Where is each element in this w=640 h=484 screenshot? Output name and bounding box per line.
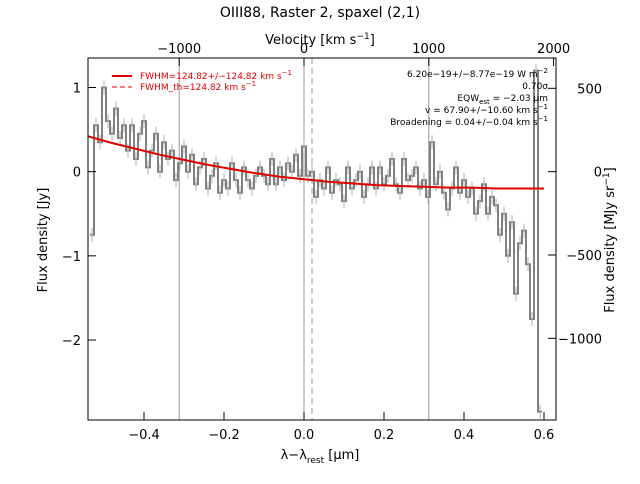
x-axis-label: λ−λrest [μm] xyxy=(281,448,360,466)
y-right-tick-label: −500 xyxy=(566,249,602,264)
top-tick-label: 1000 xyxy=(412,42,445,57)
x-tick-label: 0.0 xyxy=(294,428,315,443)
annotation-velocity: v = 67.90+/−10.60 km s−1 xyxy=(425,103,548,116)
y-left-tick-label: −2 xyxy=(62,334,81,349)
top-tick-label: 2000 xyxy=(537,42,570,57)
top-tick-label: −1000 xyxy=(157,42,201,57)
y-right-tick-label: 500 xyxy=(577,82,602,97)
y-right-tick-label: 0 xyxy=(594,166,602,181)
annotation-eqw: EQWest = −2.03 μm xyxy=(457,94,548,106)
annotation-sigma: 0.70σ xyxy=(522,82,548,92)
y-left-tick-label: 0 xyxy=(73,166,81,181)
top-tick-label: 0 xyxy=(300,42,308,57)
y-axis-left-label: Flux density [Jy] xyxy=(36,188,51,293)
fit-curve xyxy=(87,135,544,190)
x-tick-label: 0.4 xyxy=(454,428,475,443)
top-axis-label: Velocity [km s−1] xyxy=(265,32,375,48)
legend: FWHM=124.82+/−124.82 km s−1 FWHM_th=124.… xyxy=(112,69,292,93)
y-left-tick-label: −1 xyxy=(62,250,81,265)
svg-text:Velocity [km s−1]: Velocity [km s−1] xyxy=(265,32,375,48)
legend-fwhm-th-label: FWHM_th=124.82 km s−1 xyxy=(140,80,256,93)
svg-text:λ−λrest [μm]: λ−λrest [μm] xyxy=(281,448,360,466)
legend-fwhm-label: FWHM=124.82+/−124.82 km s−1 xyxy=(140,69,292,82)
plot-frame xyxy=(87,57,557,421)
annotations: 6.20e−19+/−8.77e−19 W m−2 0.70σ EQWest =… xyxy=(390,67,548,128)
x-tick-label: −0.2 xyxy=(208,428,240,443)
y-left-tick-label: 1 xyxy=(73,81,81,96)
chart-title: OIII88, Raster 2, spaxel (2,1) xyxy=(220,5,420,21)
annotation-flux: 6.20e−19+/−8.77e−19 W m−2 xyxy=(407,67,548,80)
y-axis-right-label: Flux density [MJy sr−1] xyxy=(602,167,618,312)
y-right-tick-label: −1000 xyxy=(558,332,602,347)
x-tick-label: −0.4 xyxy=(128,428,160,443)
x-tick-label: 0.2 xyxy=(374,428,395,443)
annotation-broadening: Broadening = 0.04+/−0.04 km s−1 xyxy=(390,115,548,128)
svg-text:Flux density [MJy sr−1]: Flux density [MJy sr−1] xyxy=(602,167,618,312)
plot-area xyxy=(87,58,544,420)
x-tick-label: 0.6 xyxy=(534,428,555,443)
